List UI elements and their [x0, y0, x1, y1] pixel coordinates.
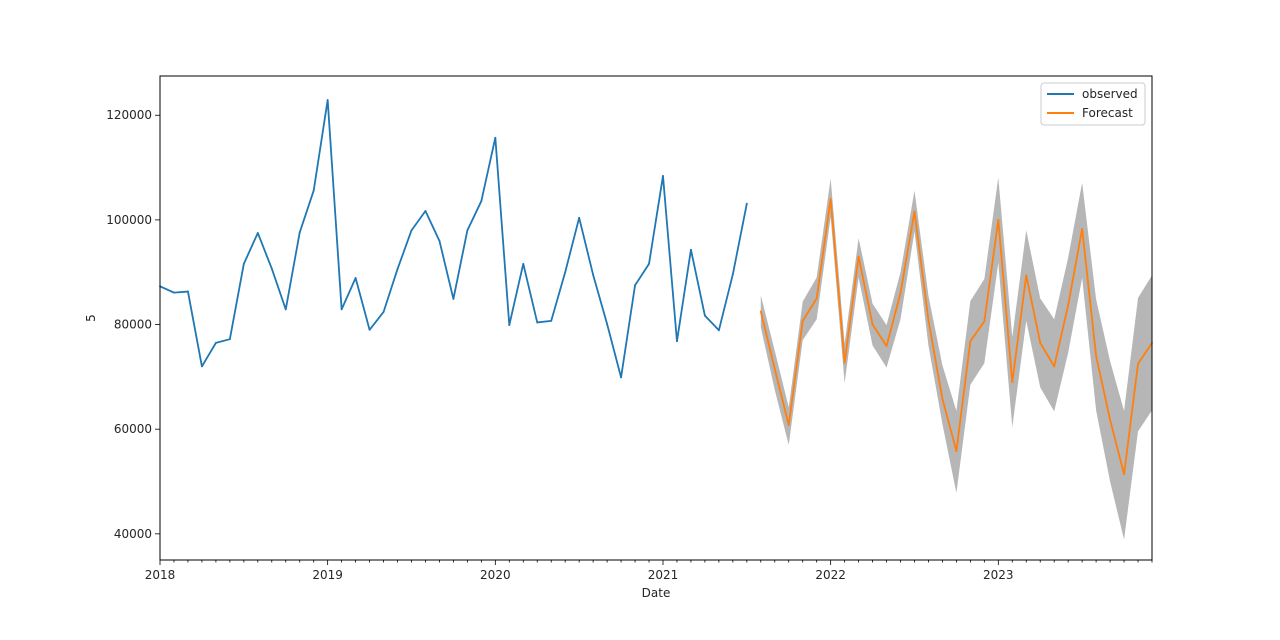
forecast-point: [1011, 381, 1014, 383]
forecast-point: [969, 340, 972, 343]
forecast-point: [1137, 362, 1139, 365]
observed-point: [634, 284, 636, 287]
observed-point: [382, 311, 385, 313]
confidence-band-layer: [760, 177, 1152, 540]
observed-point: [242, 262, 245, 265]
forecast-point: [885, 345, 888, 347]
observed-point: [340, 308, 343, 311]
axes-layer: 2018 2019 2020 2021 2022 2023 40000 60000 80000 1…: [106, 75, 1153, 582]
observed-point: [424, 210, 427, 212]
forecast-point: [1039, 341, 1042, 344]
forecast-point: [759, 310, 762, 313]
forecast-point: [1081, 227, 1084, 230]
x-tick-label: 2021: [648, 568, 679, 582]
observed-point: [201, 365, 203, 368]
forecast-point: [843, 361, 846, 364]
forecast-point: [815, 297, 818, 300]
legend-label: observed: [1082, 87, 1138, 101]
axes-frame: [159, 75, 1153, 561]
observed-point: [214, 341, 217, 344]
observed-point: [508, 324, 511, 326]
forecast-point: [927, 319, 930, 322]
observed-point: [480, 200, 483, 202]
observed-point: [592, 273, 595, 276]
observed-point: [731, 273, 734, 276]
observed-point: [228, 338, 231, 341]
forecast-point: [1109, 418, 1111, 421]
observed-point: [452, 298, 455, 300]
forecast-confidence-band: [760, 177, 1152, 540]
forecast-point: [829, 198, 832, 200]
observed-point: [256, 232, 259, 234]
observed-point: [298, 231, 301, 234]
observed-point: [648, 262, 650, 265]
x-tick-label: 2019: [312, 568, 343, 582]
y-tick-label: 60000: [114, 422, 152, 436]
observed-point: [270, 267, 273, 270]
observed-point: [284, 308, 287, 311]
observed-point: [564, 271, 567, 274]
x-tick-label: 2022: [815, 568, 846, 582]
observed-point: [368, 328, 371, 331]
observed-point: [690, 248, 692, 251]
observed-point: [187, 290, 189, 293]
forecast-point: [773, 368, 776, 370]
y-axis-label: 5: [84, 314, 98, 322]
forecast-point: [941, 397, 944, 400]
forecast-point: [857, 255, 860, 258]
observed-point: [326, 99, 329, 101]
observed-point: [536, 321, 539, 324]
y-tick-label: 120000: [106, 108, 152, 122]
forecast-point: [1025, 274, 1028, 277]
y-tick-label: 80000: [114, 318, 152, 332]
observed-point: [396, 268, 399, 270]
observed-point: [354, 277, 357, 279]
observed-point: [494, 136, 497, 139]
x-tick-label: 2018: [145, 568, 176, 582]
observed-point: [173, 291, 175, 294]
forecast-point: [997, 218, 1000, 221]
x-tick-label: 2023: [983, 568, 1014, 582]
y-tick-label: 40000: [114, 527, 152, 541]
legend: observed Forecast: [1040, 82, 1146, 126]
x-axis-label: Date: [642, 586, 671, 600]
observed-point: [312, 189, 315, 192]
x-tick-label: 2020: [480, 568, 511, 582]
observed-point: [620, 376, 622, 379]
observed-point: [550, 319, 553, 322]
forecast-point: [1067, 304, 1070, 307]
forecast-point: [899, 292, 902, 295]
observed-point: [466, 229, 469, 232]
observed-point: [676, 340, 678, 343]
observed-point: [717, 329, 720, 332]
forecast-point: [983, 320, 986, 323]
forecast-point: [1123, 473, 1125, 476]
y-tick-label: 100000: [106, 213, 152, 227]
observed-point: [704, 314, 706, 317]
observed-point: [578, 216, 581, 219]
forecast-point: [787, 424, 790, 426]
observed-point: [606, 323, 608, 325]
forecast-point: [871, 323, 874, 326]
series-lines-layer: [159, 99, 1153, 476]
forecast-point: [955, 450, 958, 453]
forecast-point: [913, 210, 916, 213]
observed-point: [438, 239, 441, 242]
forecast-point: [1053, 365, 1056, 368]
observed-point: [522, 262, 525, 265]
observed-point: [410, 229, 413, 232]
forecast-point: [1095, 355, 1098, 357]
legend-label: Forecast: [1082, 106, 1133, 120]
forecast-point: [801, 319, 804, 322]
observed-point: [662, 175, 664, 177]
observed-point: [745, 202, 748, 205]
